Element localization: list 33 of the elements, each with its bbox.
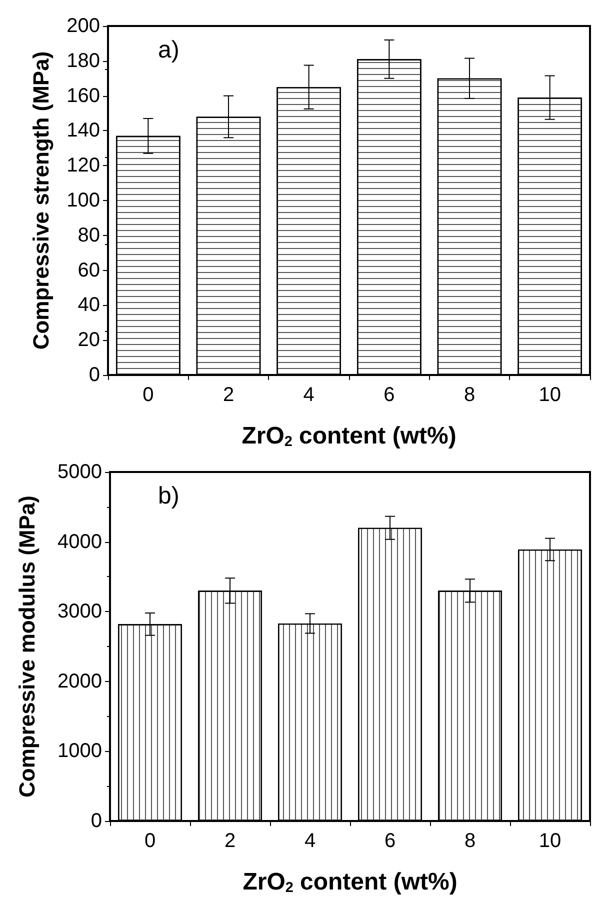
y-tick-label: 1000	[58, 740, 102, 762]
y-tick-label: 80	[78, 224, 100, 246]
x-tick-label: 8	[464, 830, 476, 852]
y-tick-label: 2000	[58, 670, 102, 692]
y-tick-label: 20	[78, 329, 100, 352]
y-axis-title: Compressive strength (MPa)	[28, 51, 54, 350]
x-tick-label: 4	[304, 830, 316, 852]
x-tick-label: 2	[224, 830, 236, 852]
x-tick-label: 4	[303, 384, 314, 406]
y-tick-label: 100	[66, 190, 100, 212]
x-tick-label: 2	[222, 384, 234, 406]
y-tick-label: 60	[78, 259, 100, 282]
x-tick-label: 0	[142, 384, 154, 406]
x-tick-label: 10	[538, 830, 562, 852]
y-tick-label: 4000	[58, 530, 102, 553]
annotation: a)	[158, 36, 180, 64]
y-tick-label: 180	[66, 50, 100, 72]
y-tick-label: 200	[66, 15, 100, 37]
x-tick-label: 0	[144, 830, 156, 852]
x-tick-label: 6	[384, 830, 396, 852]
y-tick-label: 160	[66, 84, 100, 107]
y-tick-label: 3000	[58, 600, 102, 623]
y-tick-label: 0	[90, 810, 102, 832]
x-tick-label: 6	[384, 384, 395, 406]
x-tick-label: 8	[464, 384, 476, 406]
y-tick-label: 120	[66, 154, 100, 177]
y-tick-label: 5000	[58, 461, 102, 483]
annotation: b)	[158, 482, 180, 510]
x-tick-label: 10	[538, 384, 561, 406]
y-tick-label: 0	[88, 364, 100, 386]
y-tick-label: 40	[78, 294, 100, 316]
y-tick-label: 140	[66, 120, 100, 142]
y-axis-title: Compressive modulus (MPa)	[14, 496, 40, 798]
